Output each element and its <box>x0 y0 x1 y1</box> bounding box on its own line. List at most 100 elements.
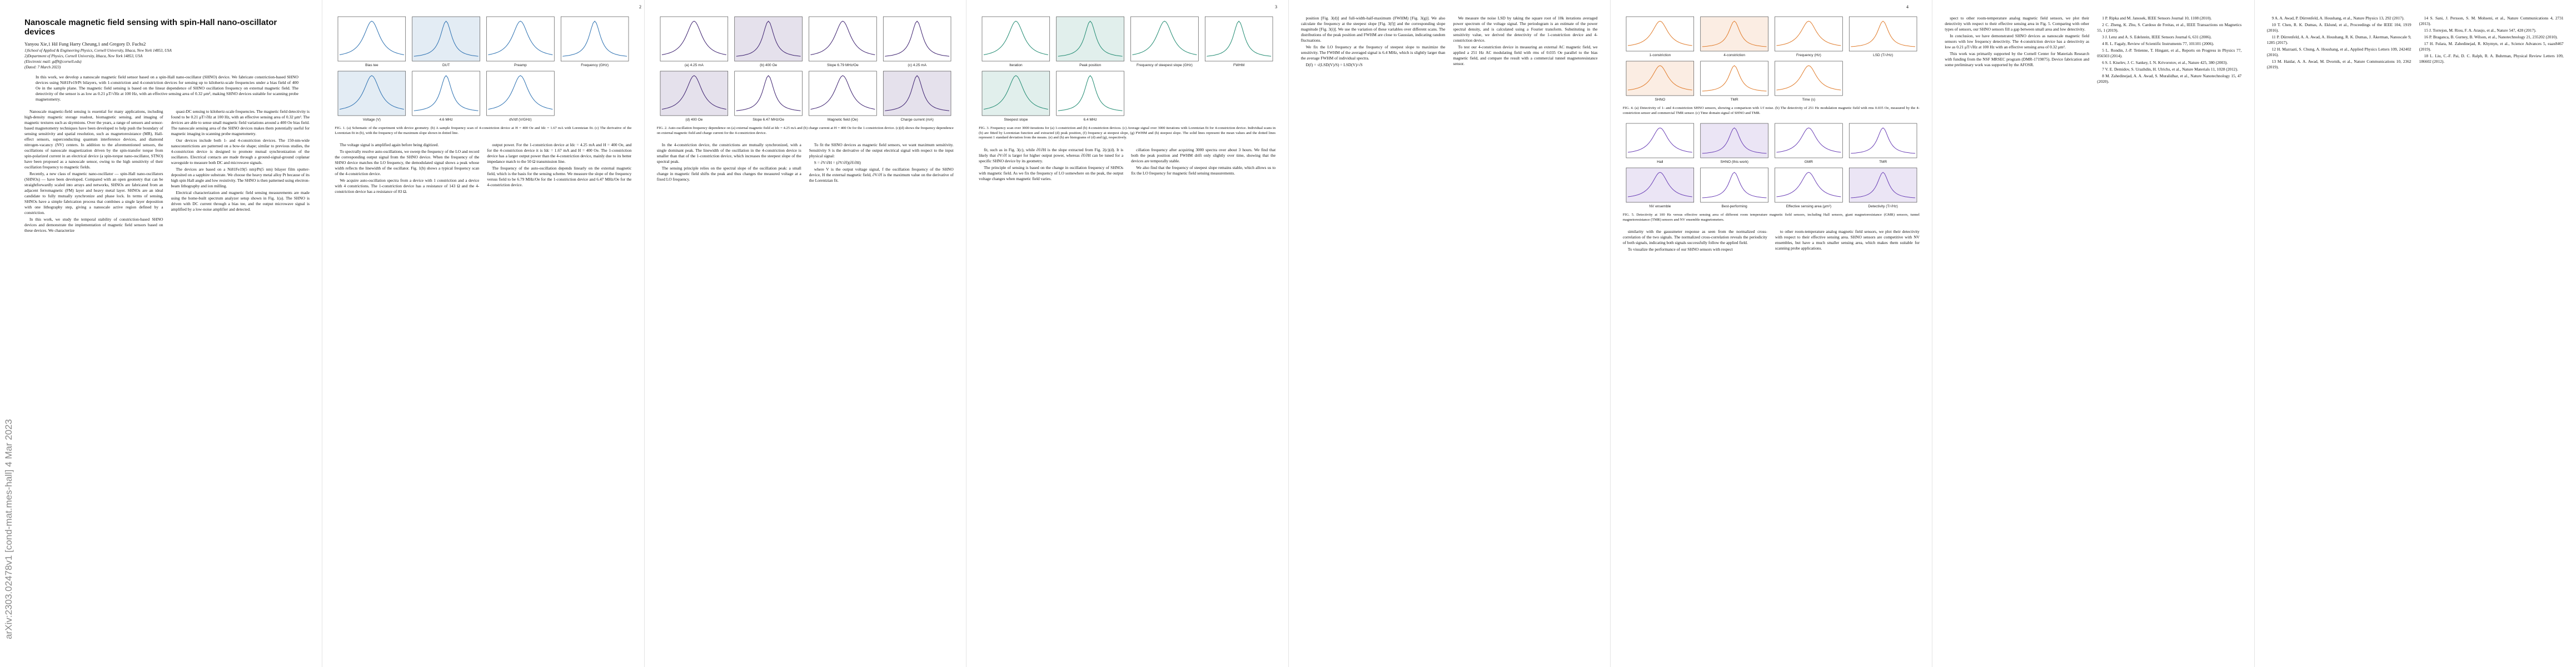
figure-label: Magnetic field (Oe) <box>828 118 858 122</box>
paragraph: 5 L. Rondin, J.-P. Tetienne, T. Hingant,… <box>2097 48 2242 58</box>
page-number: 3 <box>1275 4 1277 9</box>
figure-caption: FIG. 5. Detectivity at 100 Hz versus eff… <box>1622 213 1920 222</box>
plot-panel <box>808 71 877 116</box>
text-columns: The voltage signal is amplified again be… <box>335 142 631 656</box>
plot-curve <box>984 75 1049 110</box>
plot-curve <box>736 21 801 57</box>
figure-label: (b) 400 Oe <box>760 63 777 67</box>
paragraph: output power. For the 1-constriction dev… <box>487 142 632 165</box>
text-column: 14 S. Sani, J. Persson, S. M. Mohseni, e… <box>2419 16 2564 656</box>
figure-label: 4-constriction <box>1723 53 1745 57</box>
paragraph: The voltage signal is amplified again be… <box>340 142 439 148</box>
figure-caption: FIG. 1. (a) Schematic of the experiment … <box>335 126 632 135</box>
paragraph: We acquire auto-oscillation spectra from… <box>335 178 480 195</box>
paragraph: 10 T. Chen, R. K. Dumas, A. Eklund, et a… <box>2266 22 2411 33</box>
figure-label: SHNO <box>1655 98 1665 102</box>
plot-panel <box>1775 167 1843 203</box>
plot-curve <box>661 75 726 110</box>
text-column: similarity with the gaussmeter response … <box>1623 229 1767 656</box>
plot-curve <box>1627 127 1692 153</box>
page-column: Nanoscale magnetic field sensing with sp… <box>0 0 322 667</box>
plot-curve <box>1627 172 1692 197</box>
paragraph: 9 A. A. Awad, P. Dürrenfeld, A. Houshang… <box>2271 16 2405 21</box>
text-columns: 9 A. A. Awad, P. Dürrenfeld, A. Houshang… <box>2267 16 2564 656</box>
plot-curve <box>661 21 726 56</box>
page-column: 9 A. A. Awad, P. Dürrenfeld, A. Houshang… <box>2254 0 2576 667</box>
text-columns: Nanoscale magnetic-field sensing is esse… <box>24 109 310 656</box>
plot-curve <box>1776 21 1841 46</box>
plot-curve <box>884 75 949 111</box>
figure-label: TMR <box>1730 98 1738 102</box>
plot-curve <box>1776 172 1841 197</box>
plot-panel <box>1626 123 1694 158</box>
text-column: Nanoscale magnetic-field sensing is esse… <box>24 109 163 656</box>
paragraph: 1 P. Ripka and M. Janosek, IEEE Sensors … <box>2102 16 2212 21</box>
figure-label: DUT <box>442 63 450 67</box>
text-columns: similarity with the gaussmeter response … <box>1623 229 1920 656</box>
plot-curve <box>488 21 553 56</box>
plot-panel <box>883 16 951 62</box>
plot-curve <box>1627 21 1692 46</box>
paragraph: D(f) = √(LSD(V)/S) = LSD(V)/√S <box>1306 62 1363 67</box>
paragraph: 14 S. Sani, J. Persson, S. M. Mohseni, e… <box>2419 16 2564 26</box>
page-number: 4 <box>1906 4 1909 9</box>
plot-panel <box>1056 16 1124 62</box>
figure-label: 6.4 MHz <box>1084 118 1097 122</box>
plot-curve <box>1851 127 1915 154</box>
page-column: position [Fig. 3(d)] and full-width-half… <box>1288 0 1610 667</box>
plot-panel <box>486 16 555 62</box>
plot-panel <box>338 16 406 62</box>
figure-label: Bias tee <box>366 63 379 67</box>
figure-label: Slope 6.79 MHz/Oe <box>827 63 859 67</box>
figure-label: Hall <box>1657 160 1663 164</box>
figure-plot: 1-constriction 4-constriction Frequency (H… <box>1626 16 1917 102</box>
plot-panel <box>338 71 406 116</box>
figure-label: (d) 400 Oe <box>685 118 702 122</box>
plot-panel <box>1626 16 1694 52</box>
text-columns: position [Fig. 3(d)] and full-width-half… <box>1301 16 1598 656</box>
figure-label: Frequency (Hz) <box>1796 53 1821 57</box>
figure-label: (a) 4.25 mA <box>685 63 704 67</box>
plot-curve <box>1776 127 1841 153</box>
figure-label: Preamp <box>514 63 527 67</box>
paragraph: Nanoscale magnetic-field sensing is esse… <box>24 109 163 170</box>
paragraph: 16 P. Braganca, B. Gurney, B. Wilson, et… <box>2424 34 2558 39</box>
figure-label: Detectivity (T/√Hz) <box>1868 204 1897 208</box>
plot-curve <box>1058 75 1123 111</box>
figure-plot: Iteration Peak position Frequency of steep… <box>981 16 1273 122</box>
figure-plot: (a) 4.25 mA (b) 400 Oe Slope 6.79 MHz/Oe (c… <box>660 16 951 122</box>
plot-panel <box>1056 71 1124 116</box>
text-column: spect to other room-temperature analog m… <box>1945 16 2089 656</box>
figure-label: Peak position <box>1079 63 1101 67</box>
figure-label: Charge current (mA) <box>900 118 933 122</box>
figure-label: 4.6 MHz <box>440 118 453 122</box>
plot-panel <box>734 71 803 116</box>
figure-label: FWHM <box>1233 63 1244 67</box>
figure-label: Iteration <box>1009 63 1023 67</box>
paragraph: 4 R. L. Fagaly, Review of Scientific Ins… <box>2102 41 2214 46</box>
plot-panel <box>1130 16 1199 62</box>
paragraph: 12 H. Mazraati, S. Chung, A. Houshang, e… <box>2266 47 2411 57</box>
text-column: output power. For the 1-constriction dev… <box>487 142 631 656</box>
figure-label: NV ensemble <box>1649 205 1671 208</box>
paragraph: quasi-DC sensing to kilohertz-scale freq… <box>171 109 310 136</box>
plot-curve <box>1776 65 1841 91</box>
page-column: spect to other room-temperature analog m… <box>1932 0 2254 667</box>
authors: Yanyou Xie,1 Hil Fung Harry Cheung,1 and… <box>24 41 146 47</box>
paragraph: 6 S. I. Kiselev, J. C. Sankey, I. N. Kri… <box>2102 60 2228 65</box>
figure-label: Best-performing <box>1721 205 1747 208</box>
page-column: 1-constriction 4-constriction Frequency (H… <box>1610 0 1932 667</box>
paragraph: to other room-temperature analog magneti… <box>1775 229 1920 251</box>
plot-curve <box>340 75 405 110</box>
text-column: 9 A. A. Awad, P. Dürrenfeld, A. Houshang… <box>2267 16 2411 656</box>
plot-panel <box>1775 16 1843 52</box>
figure-plot: Bias tee DUT Preamp Frequency (GHz) Voltage … <box>338 16 629 122</box>
plot-curve <box>1132 21 1197 56</box>
text-column: To fit the SHNO devices as magnetic fiel… <box>809 142 954 656</box>
plot-curve <box>884 21 949 57</box>
plot-panel <box>1775 61 1843 96</box>
plot-panel <box>808 16 877 62</box>
plot-curve <box>810 21 875 56</box>
plot-panel <box>1626 167 1694 203</box>
